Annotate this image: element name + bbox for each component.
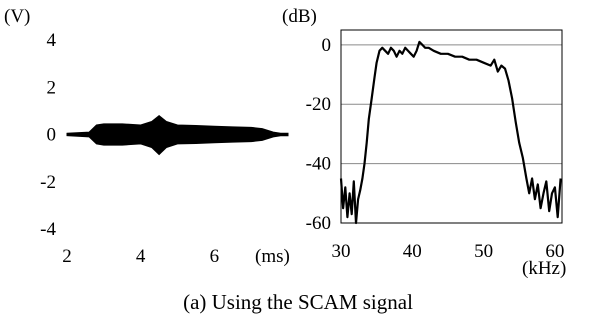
spectrum-x-tick-label: 60 <box>545 241 564 262</box>
spectrum-y-tick-label: -40 <box>306 154 331 175</box>
waveform-x-tick-label: 6 <box>210 246 220 267</box>
spectrum-y-tick-label: -60 <box>306 213 331 234</box>
waveform-chart: (V) 4 2 0 -2 -4 2 4 6 (ms) <box>4 6 290 267</box>
waveform-y-tick-label: -4 <box>40 219 56 240</box>
spectrum-x-unit: (kHz) <box>522 258 566 279</box>
waveform-y-tick-label: 0 <box>47 125 57 146</box>
spectrum-chart: (dB) 0 -20 -40 -60 30 40 50 60 (kHz) <box>282 6 566 279</box>
waveform-x-tick-label: 2 <box>62 246 72 267</box>
waveform-x-tick-label: 4 <box>136 246 146 267</box>
spectrum-y-tick-label: 0 <box>322 35 332 56</box>
spectrum-line <box>339 40 562 225</box>
waveform-x-unit: (ms) <box>255 246 290 267</box>
waveform-y-unit: (V) <box>4 6 30 27</box>
spectrum-x-tick-label: 30 <box>332 241 351 262</box>
spectrum-x-tick-label: 40 <box>403 241 422 262</box>
spectrum-y-unit: (dB) <box>282 6 317 27</box>
spectrum-x-tick-label: 50 <box>474 241 493 262</box>
waveform-y-tick-label: -2 <box>40 172 56 193</box>
waveform-y-tick-label: 4 <box>47 30 57 51</box>
waveform-y-tick-label: 2 <box>47 77 57 98</box>
figure-caption: (a) Using the SCAM signal <box>183 290 413 314</box>
spectrum-y-tick-label: -20 <box>306 94 331 115</box>
spectrum-plot-frame <box>340 29 563 224</box>
